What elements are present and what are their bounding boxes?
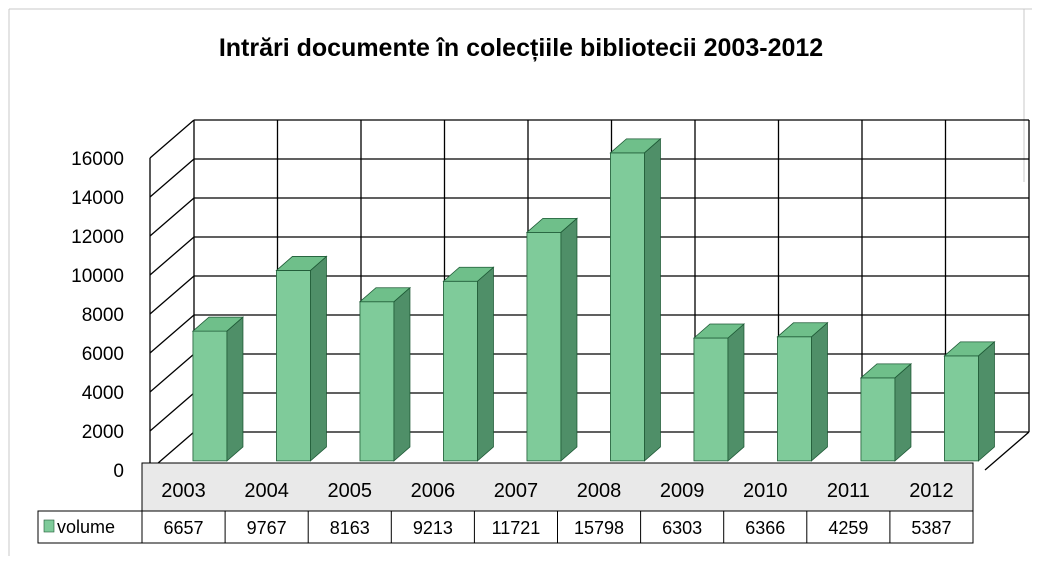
bars (191, 137, 996, 462)
bar (191, 316, 245, 462)
y-tick-label: 6000 (82, 344, 124, 365)
bar-side (644, 137, 661, 462)
y-tick-label: 14000 (71, 188, 124, 209)
bar-front (359, 301, 395, 462)
category-header-band (141, 462, 974, 512)
x-tick-label: 2006 (411, 480, 456, 502)
data-label: 8163 (330, 518, 370, 538)
bar (943, 340, 996, 462)
data-label: 4259 (828, 518, 868, 538)
gridline-side (149, 236, 195, 276)
gridline-side (149, 197, 195, 237)
gridline-side (149, 119, 195, 159)
bar-top (859, 363, 913, 379)
data-label: 9767 (247, 518, 287, 538)
bar-side (811, 321, 828, 462)
bar-side (894, 362, 912, 462)
bar-front (777, 336, 812, 462)
gridline-side (149, 392, 195, 432)
bar-front (443, 280, 478, 462)
data-table-row (37, 510, 974, 544)
bar-top (692, 323, 746, 339)
bar-front (192, 330, 228, 462)
x-tick-label: 2007 (494, 480, 539, 502)
bar-top (609, 138, 662, 154)
bar (609, 137, 662, 462)
gridline-side (149, 275, 195, 315)
bar-top (943, 341, 996, 357)
x-tick-label: 2004 (244, 480, 289, 502)
y-tick-label: 8000 (82, 305, 124, 326)
bar (776, 321, 829, 462)
floor-right-edge (984, 431, 1030, 471)
bar-front (610, 152, 645, 462)
bar-top (358, 287, 412, 303)
bar-top (525, 217, 579, 233)
bar-top (191, 316, 245, 332)
chart-title: Intrări documente în colecțiile bibliote… (219, 34, 823, 62)
bar (358, 286, 412, 462)
data-label: 15798 (574, 518, 624, 538)
bar-side (727, 323, 745, 462)
gridline-side (149, 314, 195, 354)
data-label: 6657 (164, 518, 204, 538)
bar-side (560, 217, 578, 462)
x-tick-label: 2005 (328, 480, 373, 502)
legend-swatch (43, 519, 55, 533)
x-tick-label: 2010 (743, 480, 788, 502)
bar-top (275, 256, 328, 271)
x-tick-label: 2008 (577, 480, 622, 502)
x-tick-label: 2011 (827, 480, 870, 502)
y-tick-label: 10000 (71, 266, 124, 287)
x-tick-label: 2009 (660, 480, 705, 502)
y-tick-label: 16000 (71, 149, 124, 170)
bar (525, 217, 579, 462)
y-tick-label: 2000 (82, 422, 124, 443)
data-label: 11721 (492, 518, 541, 538)
y-tick-label: 0 (113, 461, 124, 482)
gridline-side (149, 158, 195, 198)
legend-label: volume (57, 517, 115, 537)
bar (692, 323, 746, 462)
bar-front (526, 231, 562, 462)
bar-side (393, 286, 411, 462)
x-tick-label: 2003 (161, 480, 206, 502)
bar-front (276, 270, 311, 462)
data-label: 6366 (745, 518, 785, 538)
x-tick-label: 2012 (909, 480, 954, 502)
y-tick-label: 4000 (82, 383, 124, 404)
bar-side (226, 316, 244, 462)
bar-side (477, 266, 494, 462)
data-label: 5387 (911, 518, 951, 538)
bar (442, 266, 495, 462)
bar-front (860, 377, 896, 462)
data-label: 9213 (413, 518, 453, 538)
bar-side (978, 340, 995, 462)
y-tick-label: 12000 (71, 227, 124, 248)
gridline-side (149, 353, 195, 393)
bar-top (442, 266, 495, 282)
bar-front (944, 355, 979, 462)
bar-front (693, 337, 729, 462)
data-label: 6303 (662, 518, 702, 538)
bar (859, 362, 913, 462)
bar-top (776, 322, 829, 338)
bar-side (310, 255, 327, 462)
bar (275, 255, 328, 462)
